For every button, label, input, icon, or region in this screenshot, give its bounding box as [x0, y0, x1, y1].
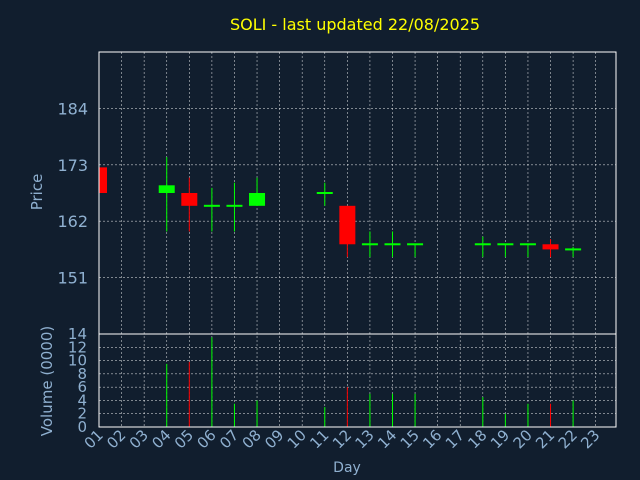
candle: [474, 236, 491, 258]
volume-tick-label: 6: [77, 378, 87, 396]
candle-body: [519, 243, 536, 246]
candle-body: [384, 243, 401, 246]
candle-body: [565, 248, 582, 251]
candle: [407, 243, 424, 258]
candle: [203, 187, 220, 232]
candle-body: [407, 243, 424, 246]
candle-body: [99, 167, 107, 193]
candle-body: [226, 204, 243, 207]
candle: [565, 246, 582, 258]
candle-body: [249, 193, 266, 206]
candle: [181, 177, 198, 232]
volume-tick-label: 14: [68, 325, 87, 343]
price-axis-label: Price: [28, 174, 46, 211]
volume-panel-frame: [98, 333, 617, 428]
volume-axis-label: Volume (0000): [38, 326, 56, 436]
price-tick-label: 184: [57, 99, 88, 118]
candle-body: [339, 205, 356, 245]
candle-body: [497, 243, 514, 246]
candle: [339, 205, 356, 258]
candle: [542, 239, 559, 258]
panel-frames: [98, 51, 617, 428]
candle: [361, 231, 378, 258]
x-tick-labels: 0102030405060708091011121314151617181920…: [81, 426, 604, 452]
price-tick-label: 162: [57, 212, 88, 231]
x-axis-label: Day: [333, 460, 361, 476]
candle-body: [474, 243, 491, 246]
candle: [316, 182, 333, 206]
candle-body: [158, 185, 175, 193]
volume-tick-label: 12: [68, 338, 87, 356]
candle: [519, 243, 536, 258]
volume-bars: [166, 337, 574, 427]
price-tick-label: 173: [57, 156, 88, 175]
candle-body: [316, 192, 333, 194]
volume-tick-label: 10: [68, 352, 87, 370]
candle: [249, 177, 266, 206]
candle-body: [361, 243, 378, 246]
volume-tick-label: 8: [77, 365, 87, 383]
candle: [158, 157, 175, 232]
price-tick-label: 151: [57, 269, 88, 288]
candle: [384, 231, 401, 258]
candle-body: [181, 193, 198, 206]
candle-body: [542, 244, 559, 250]
chart-title: SOLI - last updated 22/08/2025: [230, 15, 480, 34]
candle-body: [203, 204, 220, 207]
candle: [497, 243, 514, 258]
volume-tick-label: 0: [77, 418, 87, 436]
volume-tick-label: 2: [77, 405, 87, 423]
candle: [98, 167, 107, 193]
candle: [226, 182, 243, 232]
volume-tick-label: 4: [77, 391, 87, 409]
